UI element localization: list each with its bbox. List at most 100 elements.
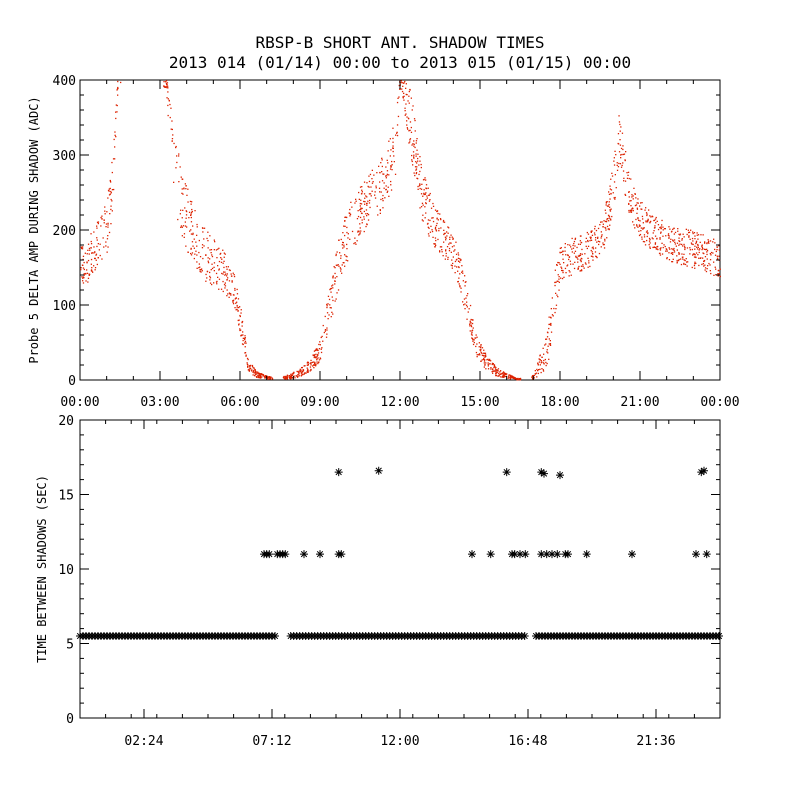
top-data-point [97, 243, 99, 245]
top-data-point [622, 153, 625, 156]
top-data-point [324, 330, 326, 332]
top-data-point [326, 305, 328, 307]
top-data-point [213, 270, 215, 272]
top-data-point [492, 370, 494, 372]
top-data-point [363, 193, 366, 195]
top-data-point [425, 192, 427, 194]
top-data-point [627, 174, 629, 176]
top-data-point [388, 195, 390, 197]
top-data-point [568, 275, 570, 277]
top-data-point [316, 361, 318, 363]
top-data-point [224, 282, 226, 284]
top-x-tick-label: 12:00 [380, 395, 419, 410]
top-data-point [254, 375, 256, 377]
top-data-point [483, 362, 485, 364]
top-data-points [80, 80, 721, 381]
top-data-point [367, 219, 370, 221]
top-data-point [634, 193, 636, 195]
top-data-point [370, 186, 372, 188]
top-data-point [433, 243, 435, 245]
top-data-point [695, 242, 697, 245]
top-data-point [321, 335, 323, 338]
top-data-point [514, 378, 516, 380]
top-data-point [190, 213, 192, 215]
top-data-point [116, 88, 119, 90]
top-data-point [392, 150, 394, 153]
top-data-point [561, 267, 563, 269]
top-data-point [199, 256, 202, 258]
top-data-point [457, 254, 460, 256]
top-data-point [661, 253, 664, 255]
top-data-point [408, 118, 410, 120]
top-data-point [554, 284, 556, 287]
top-data-point [469, 304, 472, 307]
top-data-point [471, 331, 473, 334]
top-data-point [172, 134, 174, 136]
top-data-point [241, 334, 243, 337]
top-data-point [606, 218, 608, 220]
top-data-point [680, 263, 683, 266]
top-data-point [396, 124, 399, 126]
chart-title-line-1: RBSP-B SHORT ANT. SHADOW TIMES [256, 33, 545, 52]
top-data-point [646, 213, 648, 215]
top-data-point [236, 304, 238, 307]
top-data-point [497, 370, 499, 372]
top-data-point [244, 338, 246, 341]
top-data-point [647, 232, 649, 235]
top-data-point [414, 130, 416, 132]
top-data-point [577, 267, 579, 269]
top-data-point [409, 121, 412, 123]
top-data-point [718, 272, 720, 275]
top-data-point [413, 145, 415, 147]
top-data-point [450, 264, 452, 266]
top-data-point [425, 187, 427, 189]
top-data-point [419, 187, 421, 190]
top-data-point [226, 295, 228, 297]
top-data-point [111, 161, 113, 164]
top-data-point [343, 244, 345, 246]
top-data-point [619, 123, 621, 126]
top-data-point [548, 323, 550, 326]
top-data-point [468, 308, 470, 310]
top-data-point [701, 245, 703, 247]
top-data-point [688, 236, 690, 238]
top-data-point [364, 203, 366, 205]
top-data-point [445, 239, 447, 241]
top-data-point [105, 223, 108, 225]
top-data-point [483, 349, 485, 351]
top-data-point [107, 246, 109, 248]
top-data-point [420, 163, 422, 166]
top-data-point [464, 303, 466, 305]
bottom-data-point [337, 550, 346, 559]
top-data-point [480, 345, 482, 347]
top-data-point [606, 219, 608, 221]
top-data-point [636, 224, 638, 226]
top-data-point [700, 234, 702, 236]
bottom-data-point [281, 550, 290, 559]
top-data-point [198, 251, 200, 254]
top-data-point [624, 159, 626, 162]
top-data-point [215, 281, 218, 283]
top-data-point [216, 257, 218, 259]
top-data-point [231, 280, 233, 282]
top-data-point [623, 177, 625, 179]
top-data-point [553, 307, 555, 310]
top-data-point [237, 319, 239, 322]
top-data-point [708, 240, 710, 242]
top-data-point [591, 234, 594, 236]
top-data-point [459, 286, 461, 288]
top-data-point [267, 377, 269, 379]
top-data-point [654, 243, 656, 245]
top-data-point [484, 359, 486, 361]
top-data-point [91, 252, 93, 254]
top-data-point [556, 280, 558, 282]
top-data-point [495, 370, 497, 372]
top-data-point [184, 207, 186, 209]
top-data-point [595, 247, 597, 249]
top-data-point [502, 371, 505, 373]
top-data-point [365, 195, 367, 197]
top-data-point [109, 179, 111, 182]
top-data-point [439, 213, 441, 215]
top-data-point [547, 332, 549, 334]
